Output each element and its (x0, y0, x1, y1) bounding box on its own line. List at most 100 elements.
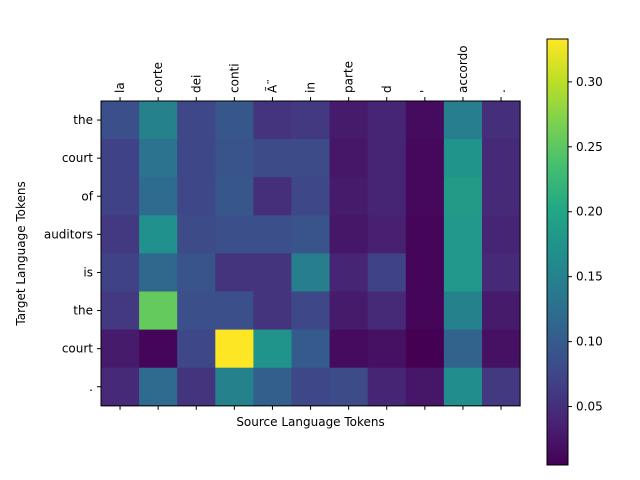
heatmap-cell (330, 139, 369, 178)
heatmap-cell (139, 330, 178, 369)
heatmap-cell (215, 253, 254, 292)
heatmap-cell (101, 253, 140, 292)
heatmap-cell (177, 177, 216, 216)
heatmap-cell (177, 101, 216, 140)
x-axis-label: Source Language Tokens (236, 415, 384, 429)
heatmap-cell (101, 139, 140, 178)
heatmap-cell (406, 177, 445, 216)
heatmap-cell (292, 215, 331, 254)
heatmap-cell (330, 177, 369, 216)
heatmap-cell (444, 253, 483, 292)
heatmap-cell (139, 292, 178, 331)
x-tick-label: corte (151, 62, 165, 93)
heatmap-cell (215, 177, 254, 216)
y-tick-label: of (81, 189, 93, 203)
heatmap-cell (253, 215, 292, 254)
heatmap-cell (368, 215, 407, 254)
heatmap-cell (292, 101, 331, 140)
colorbar-tick-label: 0.10 (576, 335, 603, 349)
heatmap-cell (292, 139, 331, 178)
heatmap-cell (482, 139, 521, 178)
heatmap-cell (482, 292, 521, 331)
heatmap-cell (482, 101, 521, 140)
heatmap-cell (368, 253, 407, 292)
heatmap-cell (101, 368, 140, 407)
heatmap-cell (253, 368, 292, 407)
x-tick-label: conti (227, 63, 241, 93)
heatmap-cell (406, 292, 445, 331)
heatmap-cell (330, 292, 369, 331)
colorbar (547, 39, 568, 465)
heatmap-cell (101, 101, 140, 140)
heatmap-cell (177, 139, 216, 178)
x-tick-label: dei (189, 75, 203, 93)
heatmap-cell (482, 215, 521, 254)
heatmap-cell (292, 368, 331, 407)
heatmap-cell (406, 368, 445, 407)
heatmap-cell (292, 330, 331, 369)
heatmap-cell (292, 253, 331, 292)
y-tick-label: the (73, 304, 93, 318)
heatmap-cell (177, 215, 216, 254)
heatmap-cell (101, 215, 140, 254)
heatmap-cell (330, 330, 369, 369)
x-tick-label: ' (418, 90, 432, 93)
heatmap-cell (177, 253, 216, 292)
colorbar-ticks: 0.050.100.150.200.250.30 (568, 75, 603, 414)
heatmap-cell (368, 368, 407, 407)
x-tick-label: d (380, 85, 394, 93)
heatmap-cell (215, 330, 254, 369)
heatmap-cell (177, 330, 216, 369)
heatmap-cell (215, 101, 254, 140)
heatmap-cell (139, 368, 178, 407)
heatmap-cell (253, 101, 292, 140)
heatmap-cell (101, 292, 140, 331)
x-tick-label: la (113, 82, 127, 93)
heatmap-cell (139, 139, 178, 178)
x-tick-label: accordo (456, 45, 470, 93)
colorbar-tick-label: 0.15 (576, 270, 603, 284)
heatmap-cell (368, 101, 407, 140)
x-tick-label: Ã¨ (264, 79, 279, 93)
heatmap-cell (406, 139, 445, 178)
heatmap-cell (253, 253, 292, 292)
heatmap-cell (253, 292, 292, 331)
y-axis-label: Target Language Tokens (14, 181, 28, 326)
colorbar-tick-label: 0.30 (576, 75, 603, 89)
heatmap-cell (444, 215, 483, 254)
heatmap-cell (368, 139, 407, 178)
x-tick-label: in (304, 82, 318, 93)
heatmap-cell (139, 177, 178, 216)
x-tick-label: . (494, 89, 508, 93)
heatmap-cell (330, 368, 369, 407)
heatmap-cell (330, 215, 369, 254)
heatmap-cell (215, 368, 254, 407)
heatmap-cell (482, 368, 521, 407)
heatmap-cell (292, 177, 331, 216)
heatmap-cell (482, 330, 521, 369)
heatmap-cell (482, 253, 521, 292)
heatmap-cell (177, 368, 216, 407)
heatmap-cell (253, 330, 292, 369)
y-tick-label: court (62, 151, 93, 165)
y-tick-label: court (62, 342, 93, 356)
heatmap-cell (444, 292, 483, 331)
heatmap-cell (253, 139, 292, 178)
y-axis-ticks: the court of auditors is the court. (44, 113, 101, 394)
y-tick-label: the (73, 113, 93, 127)
heatmap-cell (482, 177, 521, 216)
heatmap-cell (444, 101, 483, 140)
heatmap-cell (215, 292, 254, 331)
y-tick-label: is (83, 265, 93, 279)
heatmap-cell (368, 330, 407, 369)
heatmap-cell (292, 292, 331, 331)
x-tick-label: parte (342, 61, 356, 93)
heatmap-cell (406, 215, 445, 254)
heatmap-cells (101, 101, 521, 406)
colorbar-tick-label: 0.20 (576, 205, 603, 219)
heatmap-cell (330, 253, 369, 292)
heatmap-cell (253, 177, 292, 216)
heatmap-cell (406, 330, 445, 369)
heatmap-cell (215, 215, 254, 254)
